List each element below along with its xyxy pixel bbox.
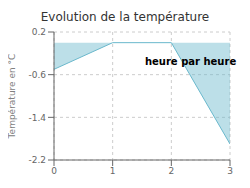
svg-text:2: 2	[168, 166, 174, 176]
svg-text:heure par heure: heure par heure	[145, 56, 236, 67]
svg-text:0.2: 0.2	[32, 27, 46, 37]
svg-text:1: 1	[110, 166, 116, 176]
svg-text:-2.2: -2.2	[28, 155, 46, 165]
svg-text:Température en °C: Température en °C	[8, 54, 17, 140]
svg-text:3: 3	[227, 166, 233, 176]
html-text:Evolution de la température: Evolution de la température	[40, 10, 210, 24]
svg-text:-1.4: -1.4	[28, 113, 46, 123]
svg-text:0: 0	[51, 166, 57, 176]
svg-text:-0.6: -0.6	[28, 70, 46, 80]
